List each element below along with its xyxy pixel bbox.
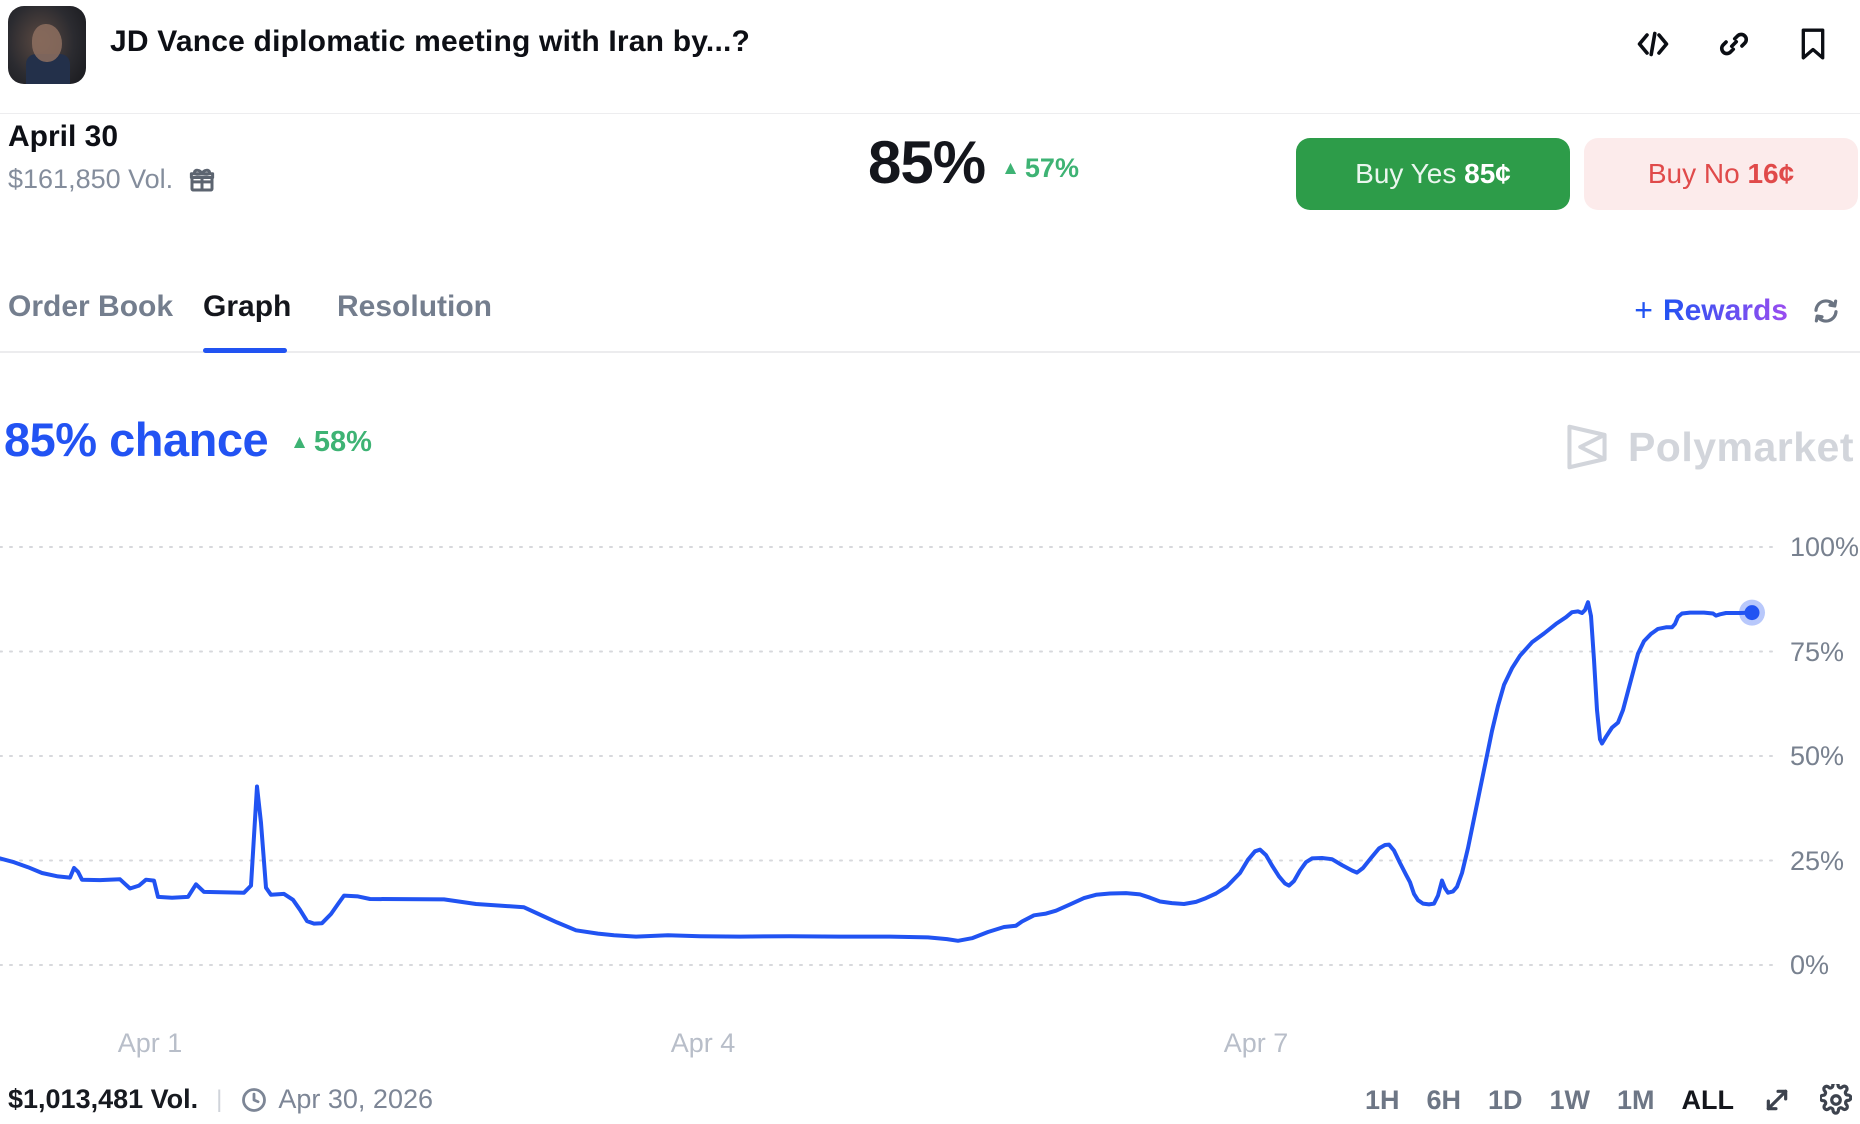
price-line [0, 600, 1754, 943]
range-1d[interactable]: 1D [1487, 1084, 1523, 1115]
chance-value: 85% chance [4, 413, 269, 466]
tab-resolution[interactable]: Resolution [337, 290, 492, 323]
buy-yes-label: Buy Yes [1355, 158, 1457, 189]
y-tick-label: 100% [1790, 532, 1860, 562]
chance-change: ▲ 58% [290, 426, 372, 459]
up-arrow-icon: ▲ [290, 432, 309, 453]
footer-divider: | [216, 1085, 223, 1113]
tabbar-border [0, 351, 1860, 353]
range-1h[interactable]: 1H [1364, 1084, 1400, 1115]
current-point-dot [1744, 605, 1760, 621]
market-volume-row: $161,850 Vol. [8, 164, 217, 195]
rewards-link[interactable]: + Rewards [1634, 292, 1788, 329]
chance-row: 85% chance ▲ 58% [4, 412, 372, 467]
y-tick-label: 0% [1790, 950, 1830, 980]
page-title: JD Vance diplomatic meeting with Iran by… [110, 25, 751, 58]
copy-link-icon[interactable] [1716, 26, 1752, 62]
x-tick-label: Apr 1 [117, 1028, 183, 1058]
buy-yes-price: 85¢ [1464, 158, 1511, 189]
current-price-row: 85% ▲ 57% [868, 130, 1079, 196]
buy-no-price: 16¢ [1747, 158, 1795, 189]
footer-date: Apr 30, 2026 [278, 1084, 433, 1114]
plus-icon: + [1634, 292, 1653, 328]
gift-icon[interactable] [187, 165, 217, 195]
x-tick-label: Apr 7 [1223, 1028, 1289, 1058]
active-tab-underline [203, 348, 287, 353]
range-all[interactable]: ALL [1681, 1084, 1734, 1115]
current-price: 85% [868, 129, 986, 196]
embed-code-icon[interactable] [1635, 26, 1671, 62]
buy-yes-button[interactable]: Buy Yes 85¢ [1296, 138, 1570, 210]
y-tick-label: 50% [1790, 741, 1845, 771]
scale-toggle-icon[interactable] [1761, 1084, 1793, 1116]
range-1w[interactable]: 1W [1549, 1084, 1591, 1115]
watermark-brand: Polymarket [1627, 423, 1854, 470]
settings-gear-icon[interactable] [1820, 1084, 1852, 1116]
chance-change-value: 58% [313, 426, 372, 458]
embed-code-icon-glyph [1637, 31, 1669, 57]
tab-order-book[interactable]: Order Book [8, 290, 174, 323]
market-volume: $161,850 Vol. [8, 164, 174, 194]
price-change-value: 57% [1024, 153, 1079, 183]
rewards-label: Rewards [1662, 293, 1788, 327]
price-chart[interactable] [0, 520, 1860, 1080]
y-tick-label: 25% [1790, 845, 1845, 876]
polymarket-watermark: Polymarket [1560, 420, 1854, 474]
footer-left: $1,013,481 Vol. | Apr 30, 2026 [8, 1084, 433, 1115]
rewards-row: + Rewards [1634, 292, 1842, 329]
buy-no-button[interactable]: Buy No 16¢ [1584, 138, 1858, 210]
header-divider [0, 113, 1860, 114]
range-6h[interactable]: 6H [1426, 1084, 1461, 1115]
footer-volume: $1,013,481 Vol. [8, 1084, 199, 1114]
refresh-icon[interactable] [1810, 295, 1842, 327]
y-tick-label: 75% [1790, 636, 1845, 667]
range-1m[interactable]: 1M [1617, 1084, 1655, 1115]
polymarket-logo-icon [1567, 424, 1607, 470]
footer-date-group: Apr 30, 2026 [240, 1084, 433, 1115]
up-arrow-icon: ▲ [1001, 158, 1020, 179]
bookmark-icon[interactable] [1796, 26, 1832, 62]
tab-graph[interactable]: Graph [203, 290, 292, 323]
market-end-date: April 30 [8, 120, 119, 153]
market-avatar[interactable] [8, 6, 86, 84]
x-tick-label: Apr 4 [670, 1028, 736, 1058]
buy-no-label: Buy No [1647, 158, 1740, 189]
footer-right: 1H 6H 1D 1W 1M ALL [1365, 1084, 1852, 1116]
price-change: ▲ 57% [1001, 153, 1079, 184]
clock-icon [242, 1087, 267, 1112]
bookmark-icon-glyph [1801, 28, 1825, 60]
link-icon-glyph [1719, 32, 1749, 56]
